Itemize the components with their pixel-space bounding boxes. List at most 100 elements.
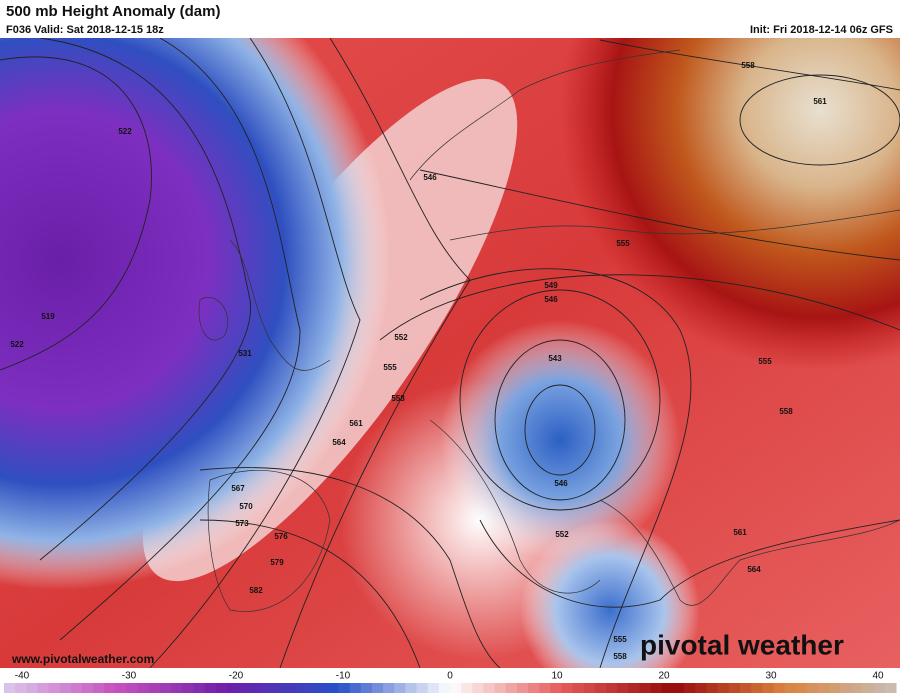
contour-label: 555 xyxy=(613,635,627,644)
colorbar-tick-label: 20 xyxy=(658,671,670,682)
colorbar-swatch xyxy=(639,683,652,693)
colorbar-tick-label: 10 xyxy=(551,671,563,682)
colorbar-swatch xyxy=(316,683,328,693)
contour-label: 564 xyxy=(332,438,346,447)
colorbar-swatch xyxy=(583,683,596,693)
colorbar-swatch xyxy=(48,683,61,693)
colorbar-swatch xyxy=(862,683,875,693)
colorbar-swatch xyxy=(784,683,797,693)
colorbar-swatch xyxy=(806,683,819,693)
colorbar-swatch xyxy=(37,683,50,693)
colorbar-swatch xyxy=(160,683,172,693)
contour-label: 555 xyxy=(383,363,397,372)
colorbar-swatch xyxy=(427,683,440,693)
colorbar-swatch xyxy=(182,683,195,693)
logo: pivotal weather xyxy=(640,629,844,660)
init-time: Init: Fri 2018-12-14 06z GFS xyxy=(750,24,893,36)
colorbar-tick-label: -20 xyxy=(229,671,244,682)
contour-label: 564 xyxy=(747,565,761,574)
colorbar-swatch xyxy=(193,683,206,693)
contour-label: 546 xyxy=(544,295,558,304)
map-title: 500 mb Height Anomaly (dam) xyxy=(6,3,220,20)
colorbar-swatch xyxy=(561,683,574,693)
contour-labels: 522 519 522 531 546 558 561 555 549 546 552 555 543 5… xyxy=(10,61,827,661)
height-contours xyxy=(0,37,900,669)
colorbar-swatch xyxy=(840,683,852,693)
colorbar-swatch xyxy=(684,683,696,693)
colorbar-swatch xyxy=(305,683,317,693)
header-band xyxy=(0,0,900,38)
colorbar-swatch xyxy=(550,683,562,693)
contour-label: 558 xyxy=(613,652,627,661)
colorbar-tick-label: 30 xyxy=(765,671,777,682)
colorbar-swatch xyxy=(739,683,752,693)
colorbar-swatch xyxy=(494,683,507,693)
colorbar-swatch xyxy=(483,683,496,693)
colorbar-swatch xyxy=(438,683,451,693)
colorbar-swatch xyxy=(26,683,38,693)
colorbar-swatch xyxy=(829,683,841,693)
colorbar-swatch xyxy=(282,683,295,693)
contour-label: 555 xyxy=(616,239,630,248)
colorbar-swatch xyxy=(59,683,72,693)
colorbar-swatch xyxy=(873,683,886,693)
valid-time: F036 Valid: Sat 2018-12-15 18z xyxy=(6,24,164,36)
colorbar-swatch xyxy=(260,683,273,693)
contour-label: 546 xyxy=(423,173,437,182)
colorbar-swatch xyxy=(238,683,250,693)
colorbar-swatch xyxy=(817,683,830,693)
contour-label: 552 xyxy=(394,333,408,342)
colorbar-tick-label: 0 xyxy=(447,671,453,682)
colorbar-swatch xyxy=(416,683,429,693)
colorbar-tick-label: 40 xyxy=(872,671,884,682)
contour-label: 567 xyxy=(231,484,245,493)
contour-label: 561 xyxy=(813,97,827,106)
colorbar-swatch xyxy=(93,683,105,693)
colorbar-swatch xyxy=(706,683,719,693)
contour-label: 561 xyxy=(733,528,747,537)
contour-label: 558 xyxy=(391,394,405,403)
colorbar-swatch xyxy=(4,683,16,693)
contour-label: 552 xyxy=(555,530,569,539)
colorbar-swatch xyxy=(851,683,864,693)
contour-label: 558 xyxy=(779,407,793,416)
colorbar-swatch xyxy=(762,683,774,693)
colorbar-swatch xyxy=(795,683,808,693)
colorbar-swatch xyxy=(227,683,239,693)
colorbar-swatch xyxy=(204,683,217,693)
colorbar-swatch xyxy=(773,683,785,693)
colorbar-swatch xyxy=(215,683,228,693)
colorbar: -40 -30 -20 -10 0 10 20 30 40 xyxy=(4,671,897,693)
colorbar-swatch xyxy=(349,683,362,693)
colorbar-tick-label: -30 xyxy=(122,671,137,682)
positive-anomaly-scandinavia xyxy=(0,38,900,668)
colorbar-tick-label: -10 xyxy=(336,671,351,682)
colorbar-swatch xyxy=(70,683,83,693)
contour-label: 558 xyxy=(741,61,755,70)
colorbar-swatch xyxy=(516,683,529,693)
colorbar-swatch xyxy=(148,683,161,693)
colorbar-swatch xyxy=(327,683,339,693)
contour-label: 573 xyxy=(235,519,249,528)
colorbar-swatch xyxy=(171,683,183,693)
colorbar-tick-label: -40 xyxy=(15,671,30,682)
colorbar-swatch xyxy=(115,683,128,693)
colorbar-swatch xyxy=(472,683,484,693)
colorbar-swatch xyxy=(461,683,473,693)
colorbar-swatch xyxy=(394,683,406,693)
contour-label: 555 xyxy=(758,357,772,366)
contour-label: 546 xyxy=(554,479,568,488)
contour-label: 522 xyxy=(118,127,132,136)
colorbar-swatch xyxy=(673,683,685,693)
contour-label: 570 xyxy=(239,502,253,511)
colorbar-swatch xyxy=(338,683,351,693)
colorbar-swatch xyxy=(360,683,373,693)
contour-label: 543 xyxy=(548,354,562,363)
contour-label: 582 xyxy=(249,586,263,595)
colorbar-swatch xyxy=(650,683,663,693)
contour-label: 561 xyxy=(349,419,363,428)
colorbar-swatch xyxy=(293,683,306,693)
colorbar-swatch xyxy=(884,683,897,693)
colorbar-swatch xyxy=(137,683,150,693)
